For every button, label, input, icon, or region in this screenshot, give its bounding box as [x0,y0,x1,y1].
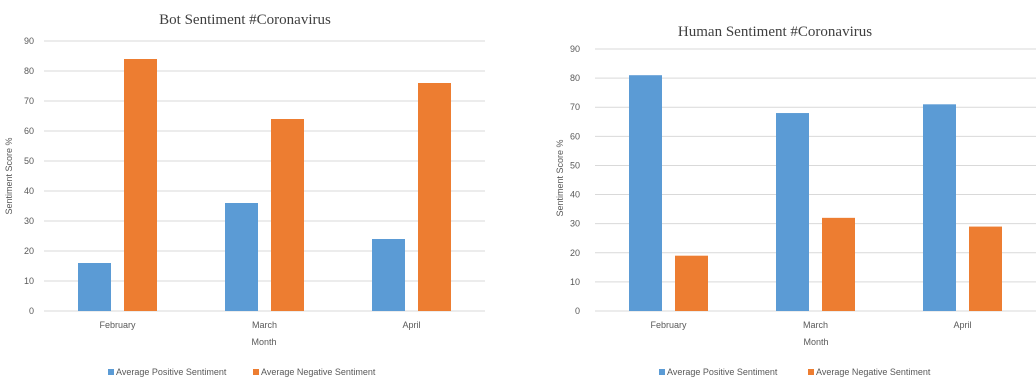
y-tick-label: 30 [24,216,34,226]
bar-positive-april [923,104,956,311]
x-tick-label: April [402,320,420,330]
y-tick-label: 70 [570,102,580,112]
chart-title: Human Sentiment #Coronavirus [678,24,872,40]
bar-positive-february [629,75,662,311]
x-tick-label: March [803,320,828,330]
y-tick-label: 60 [24,126,34,136]
y-tick-label: 10 [570,277,580,287]
y-axis-title: Sentiment Score % [4,137,14,214]
y-tick-label: 40 [570,190,580,200]
bar-negative-march [822,217,855,311]
bar-positive-march [225,203,258,311]
y-tick-label: 90 [570,44,580,54]
x-axis-title: Month [803,337,828,347]
y-tick-label: 40 [24,186,34,196]
y-tick-label: 70 [24,96,34,106]
x-tick-label: February [99,320,136,330]
legend: Average Positive Sentiment Average Negat… [108,367,376,377]
x-axis-title: Month [251,337,276,347]
bar-positive-february [78,263,111,311]
legend: Average Positive Sentiment Average Negat… [659,367,931,377]
y-tick-label: 20 [24,246,34,256]
bar-negative-march [271,119,304,311]
x-tick-label: April [953,320,971,330]
y-tick-label: 60 [570,131,580,141]
y-tick-label: 80 [570,73,580,83]
y-axis-title: Sentiment Score % [555,139,565,216]
legend-label-negative: Average Negative Sentiment [261,367,376,377]
legend-label-positive: Average Positive Sentiment [667,367,778,377]
bar-negative-april [969,226,1002,311]
bot-sentiment-chart: Bot Sentiment #Coronavirus Sentiment Sco… [4,12,485,377]
y-tick-label: 20 [570,248,580,258]
y-tick-label: 90 [24,36,34,46]
y-tick-label: 50 [570,160,580,170]
legend-label-positive: Average Positive Sentiment [116,367,227,377]
human-sentiment-chart: Human Sentiment #Coronavirus Sentiment S… [555,24,1036,377]
y-tick-label: 50 [24,156,34,166]
x-tick-label: February [650,320,687,330]
y-tick-label: 80 [24,66,34,76]
legend-label-negative: Average Negative Sentiment [816,367,931,377]
y-tick-label: 30 [570,219,580,229]
y-tick-label: 0 [29,306,34,316]
bar-positive-march [776,113,809,312]
bar-positive-april [372,239,405,311]
x-tick-label: March [252,320,277,330]
legend-swatch-positive [108,369,114,375]
y-tick-label: 0 [575,306,580,316]
bar-negative-april [418,83,451,311]
bar-negative-february [675,255,708,311]
chart-title: Bot Sentiment #Coronavirus [159,12,331,28]
legend-swatch-negative [808,369,814,375]
bar-negative-february [124,59,157,311]
legend-swatch-negative [253,369,259,375]
y-tick-label: 10 [24,276,34,286]
legend-swatch-positive [659,369,665,375]
